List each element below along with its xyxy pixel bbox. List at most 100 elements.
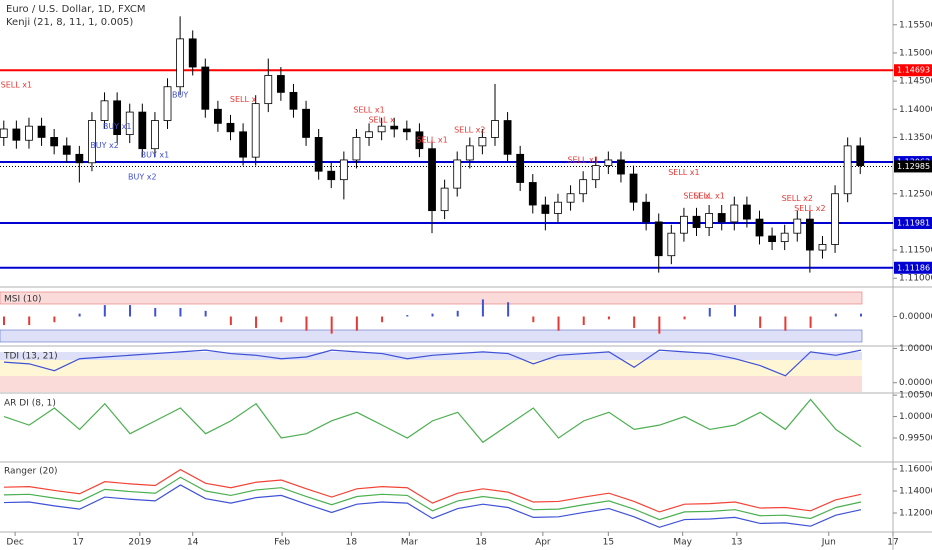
histogram-bar bbox=[809, 316, 812, 328]
histogram-bar bbox=[784, 316, 787, 331]
histogram-bar bbox=[103, 305, 106, 317]
candle-body bbox=[680, 215, 688, 234]
candle-body bbox=[327, 170, 336, 181]
candle-body bbox=[629, 173, 638, 203]
candle-body bbox=[755, 218, 764, 237]
y-tick-label: 1.11000 bbox=[899, 274, 932, 284]
candle-body bbox=[730, 204, 739, 223]
candle-body bbox=[365, 131, 373, 138]
candle-body bbox=[251, 103, 260, 158]
candle-body bbox=[188, 38, 197, 68]
candle-body bbox=[276, 75, 285, 93]
candle-body bbox=[654, 221, 663, 257]
signal-label: BUY x1 bbox=[141, 150, 170, 159]
candle-body bbox=[12, 128, 21, 141]
histogram-bar bbox=[759, 316, 762, 328]
candle-body bbox=[667, 232, 676, 257]
candle-body bbox=[314, 137, 323, 172]
msi-upper-band bbox=[0, 291, 863, 305]
candle-body bbox=[138, 111, 147, 150]
signal-label: SELL x bbox=[230, 95, 257, 104]
candle-body bbox=[831, 193, 839, 245]
price-tag-label: 1.14693 bbox=[897, 66, 930, 75]
histogram-bar bbox=[154, 307, 157, 317]
signal-label: SELL x bbox=[368, 115, 395, 124]
candle-body bbox=[151, 120, 159, 150]
candle-body bbox=[642, 201, 651, 223]
candle-body bbox=[402, 128, 411, 133]
panel-title: MSI (10) bbox=[4, 295, 41, 305]
panel-title: AR DI (8, 1) bbox=[4, 399, 56, 409]
candle-body bbox=[75, 153, 84, 164]
tdi-mid-band bbox=[0, 360, 862, 376]
candle-body bbox=[415, 131, 424, 150]
price-tag bbox=[894, 216, 932, 229]
y-tick-label: 1.15500 bbox=[899, 20, 932, 30]
histogram-bar bbox=[708, 307, 711, 317]
candle-body bbox=[125, 111, 134, 136]
x-tick-label: 18 bbox=[475, 538, 487, 548]
histogram-bar bbox=[330, 316, 333, 334]
candle-body bbox=[163, 86, 172, 121]
candle-body bbox=[264, 75, 273, 105]
panel-title: TDI (13, 21) bbox=[3, 352, 58, 362]
x-tick-label: Mar bbox=[401, 538, 418, 548]
candle-body bbox=[113, 100, 122, 136]
candle-body bbox=[503, 120, 512, 155]
candle-body bbox=[566, 193, 575, 203]
x-tick-label: 18 bbox=[346, 538, 358, 548]
signal-label: SELL x1 bbox=[353, 105, 384, 114]
indicator-line bbox=[3, 476, 862, 521]
x-tick-label: 15 bbox=[603, 538, 614, 548]
histogram-bar bbox=[658, 316, 661, 334]
indicator-line bbox=[3, 484, 862, 528]
y-tick-label: 1.13500 bbox=[899, 133, 932, 143]
candle-body bbox=[579, 179, 588, 195]
candle-body bbox=[201, 66, 210, 110]
histogram-bar bbox=[733, 305, 736, 317]
y-tick-label: 1.12500 bbox=[899, 189, 932, 199]
signal-label: SELL x2 bbox=[454, 126, 485, 135]
y-tick-label: 1.00500 bbox=[899, 391, 932, 401]
candle-body bbox=[213, 108, 222, 124]
candle-body bbox=[516, 153, 525, 183]
price-tag bbox=[894, 160, 932, 173]
candle-body bbox=[478, 137, 487, 147]
histogram-bar bbox=[431, 313, 434, 317]
tdi-lower-band bbox=[0, 376, 862, 392]
histogram-bar bbox=[507, 302, 510, 317]
candle-body bbox=[793, 218, 802, 234]
signal-label: SELL x1 bbox=[668, 168, 699, 177]
candle-body bbox=[50, 137, 59, 147]
histogram-bar bbox=[860, 313, 862, 317]
signal-label: SELL x1 bbox=[567, 155, 598, 164]
candle-body bbox=[768, 235, 776, 243]
candle-body bbox=[780, 232, 789, 243]
candle-body bbox=[705, 213, 714, 228]
signal-label: BUY x1 bbox=[103, 122, 132, 131]
candle-body bbox=[239, 131, 247, 158]
indicator-line bbox=[3, 468, 862, 513]
candle-body bbox=[554, 201, 562, 214]
candle-body bbox=[843, 145, 852, 195]
histogram-bar bbox=[456, 310, 459, 317]
candle-body bbox=[37, 125, 46, 138]
histogram-bar bbox=[355, 316, 358, 331]
histogram-bar bbox=[834, 313, 837, 317]
indicator-line bbox=[3, 349, 862, 377]
y-tick-label: 1.14000 bbox=[899, 487, 932, 497]
histogram-bar bbox=[406, 315, 409, 317]
candle-body bbox=[226, 122, 235, 133]
histogram-bar bbox=[255, 316, 258, 328]
candle-body bbox=[541, 204, 550, 214]
histogram-bar bbox=[683, 316, 686, 320]
x-tick-label: 13 bbox=[731, 538, 742, 548]
x-tick-label: Apr bbox=[535, 538, 551, 548]
candle-body bbox=[818, 244, 827, 251]
